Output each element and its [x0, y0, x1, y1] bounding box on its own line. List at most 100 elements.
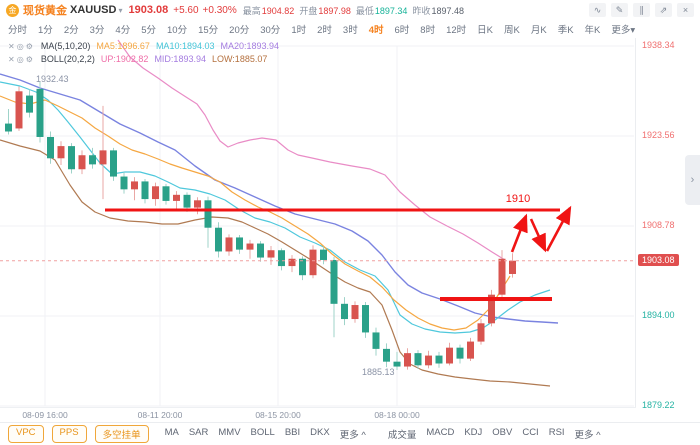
- candle-body: [278, 250, 285, 267]
- sub-indicator-MACD[interactable]: MACD: [426, 427, 455, 438]
- candlestick-style-icon[interactable]: ∥: [633, 3, 650, 17]
- main-indicator-MA[interactable]: MA: [164, 427, 179, 438]
- order-buttons: VPC PPS 多空挂单: [8, 425, 149, 443]
- stat-最低: 最低1897.34: [356, 4, 408, 17]
- stat-value: 1897.34: [374, 5, 408, 16]
- candle-body: [299, 258, 306, 276]
- ma10-line: [0, 81, 551, 334]
- candle-body: [78, 155, 86, 170]
- timeframe-月K[interactable]: 月K: [530, 25, 547, 36]
- indicator-settings-icon[interactable]: ⚙: [25, 54, 33, 64]
- candle-body: [120, 176, 128, 190]
- timeframe-周K[interactable]: 周K: [504, 25, 520, 36]
- timeframe-8时[interactable]: 8时: [420, 25, 436, 36]
- timeframe-1分[interactable]: 1分: [38, 25, 53, 36]
- timeframe-10分[interactable]: 10分: [167, 25, 188, 36]
- candle-body: [393, 361, 401, 367]
- timeframe-季K[interactable]: 季K: [557, 25, 574, 36]
- line-chart-icon[interactable]: ∿: [589, 3, 606, 17]
- timeframe-2时[interactable]: 2时: [317, 25, 332, 36]
- timeframe-3时[interactable]: 3时: [342, 25, 358, 36]
- timeframe-日K[interactable]: 日K: [477, 25, 494, 36]
- sub-indicator-KDJ[interactable]: KDJ: [464, 427, 483, 438]
- price-tick: 1879.22: [642, 399, 675, 410]
- ma-legend-icons: ✕ ◎ ⚙: [8, 42, 35, 51]
- main-indicator-MMV[interactable]: MMV: [218, 427, 241, 438]
- last-price: 1903.08: [128, 4, 169, 16]
- indicator-settings-icon[interactable]: ⚙: [25, 41, 33, 51]
- sub-indicator-OBV[interactable]: OBV: [492, 427, 513, 438]
- main-indicator-BBI[interactable]: BBI: [284, 427, 301, 438]
- stat-最高: 最高1904.82: [243, 4, 295, 17]
- candle-body: [215, 227, 222, 252]
- timeframe-5分[interactable]: 5分: [141, 25, 156, 36]
- timeframe-15分[interactable]: 15分: [198, 25, 219, 36]
- chart-area: 1910 1932.43 1885.13 ✕ ◎ ⚙ MA(5,10,20) MA5:1…: [0, 38, 700, 410]
- candle-body: [267, 250, 275, 258]
- price-tick: 1908.78: [642, 219, 675, 230]
- timeframe-4分[interactable]: 4分: [115, 25, 131, 36]
- candle-body: [131, 181, 138, 190]
- sub-indicator-RSI[interactable]: RSI: [548, 427, 565, 438]
- main-indicator-BOLL[interactable]: BOLL: [250, 427, 275, 438]
- candle-body: [99, 150, 107, 165]
- order-button-多空挂单[interactable]: 多空挂单: [94, 425, 149, 443]
- price-tick: 1923.56: [642, 129, 675, 140]
- current-price-badge: 1903.08: [638, 253, 679, 266]
- sub-indicator-CCI[interactable]: CCI: [522, 427, 539, 438]
- candle-body: [57, 146, 65, 159]
- time-axis[interactable]: 08-09 16:00 08-11 20:00 08-15 20:00 08-18 0…: [0, 407, 636, 423]
- timeframe-6时[interactable]: 6时: [394, 25, 410, 36]
- timeframe-更多▾[interactable]: 更多▾: [611, 25, 636, 36]
- main-indicator-DKX[interactable]: DKX: [310, 427, 330, 438]
- remove-indicator-icon[interactable]: ✕: [8, 54, 15, 64]
- timeframe-30分[interactable]: 30分: [260, 25, 281, 36]
- candle-body: [488, 294, 495, 324]
- boll-low-line: [0, 139, 551, 387]
- projection-arrow: [529, 218, 547, 253]
- ma20-mid-line: [0, 73, 559, 324]
- order-button-PPS[interactable]: PPS: [51, 425, 87, 443]
- timeframe-年K[interactable]: 年K: [584, 25, 601, 36]
- candle-body: [341, 303, 348, 320]
- timeframe-3分[interactable]: 3分: [89, 25, 105, 36]
- boll-indicator-label[interactable]: BOLL(20,2,2): [40, 54, 95, 64]
- close-icon[interactable]: ×: [677, 3, 694, 17]
- price-change-pct: +0.30%: [202, 4, 237, 16]
- ma-indicator-label[interactable]: MA(5,10,20): [40, 41, 91, 51]
- time-tick: 08-09 16:00: [22, 410, 68, 420]
- stat-开盘: 开盘1897.98: [299, 4, 351, 17]
- boll-value: UP:1902.82: [100, 54, 149, 64]
- panel-collapse-handle[interactable]: ›: [685, 155, 700, 205]
- sub-indicator-更多 ^[interactable]: 更多 ^: [574, 430, 601, 441]
- timeframe-20分[interactable]: 20分: [229, 25, 250, 36]
- draw-tool-icon[interactable]: ✎: [611, 3, 628, 17]
- main-indicator-SAR[interactable]: SAR: [188, 427, 209, 438]
- price-axis[interactable]: 1903.08 › 1938.34 1923.56 1908.78 1894.00 18…: [635, 38, 700, 410]
- symbol-dropdown-caret-icon[interactable]: ▾: [118, 5, 123, 15]
- indicator-visibility-icon[interactable]: ◎: [16, 54, 24, 64]
- candle-body: [330, 259, 338, 304]
- candle-body: [288, 258, 296, 267]
- ma-value: MA20:1893.94: [220, 41, 280, 51]
- fullscreen-icon[interactable]: ⇗: [655, 3, 672, 17]
- candle-body: [246, 243, 254, 250]
- sub-indicator-成交量[interactable]: 成交量: [387, 430, 417, 441]
- ma-legend: ✕ ◎ ⚙ MA(5,10,20) MA5:1896.67 MA10:1894.03 M…: [8, 41, 285, 51]
- symbol-code[interactable]: XAUUSD: [70, 4, 117, 16]
- swing-high-label: 1932.43: [36, 74, 69, 84]
- candle-body: [183, 194, 191, 208]
- timeframe-1时[interactable]: 1时: [291, 25, 307, 36]
- indicator-visibility-icon[interactable]: ◎: [16, 41, 24, 51]
- swing-low-label: 1885.13: [362, 367, 395, 377]
- candle-body: [446, 347, 453, 364]
- order-button-VPC[interactable]: VPC: [8, 425, 44, 443]
- remove-indicator-icon[interactable]: ✕: [8, 41, 15, 51]
- candlestick-chart[interactable]: 1910 1932.43 1885.13: [0, 38, 636, 407]
- timeframe-分时[interactable]: 分时: [8, 25, 28, 36]
- timeframe-2分[interactable]: 2分: [63, 25, 79, 36]
- main-indicator-更多 ^[interactable]: 更多 ^: [339, 430, 366, 441]
- timeframe-4时[interactable]: 4时: [368, 25, 384, 36]
- timeframe-12时[interactable]: 12时: [446, 25, 467, 36]
- ma5-line: [0, 95, 511, 331]
